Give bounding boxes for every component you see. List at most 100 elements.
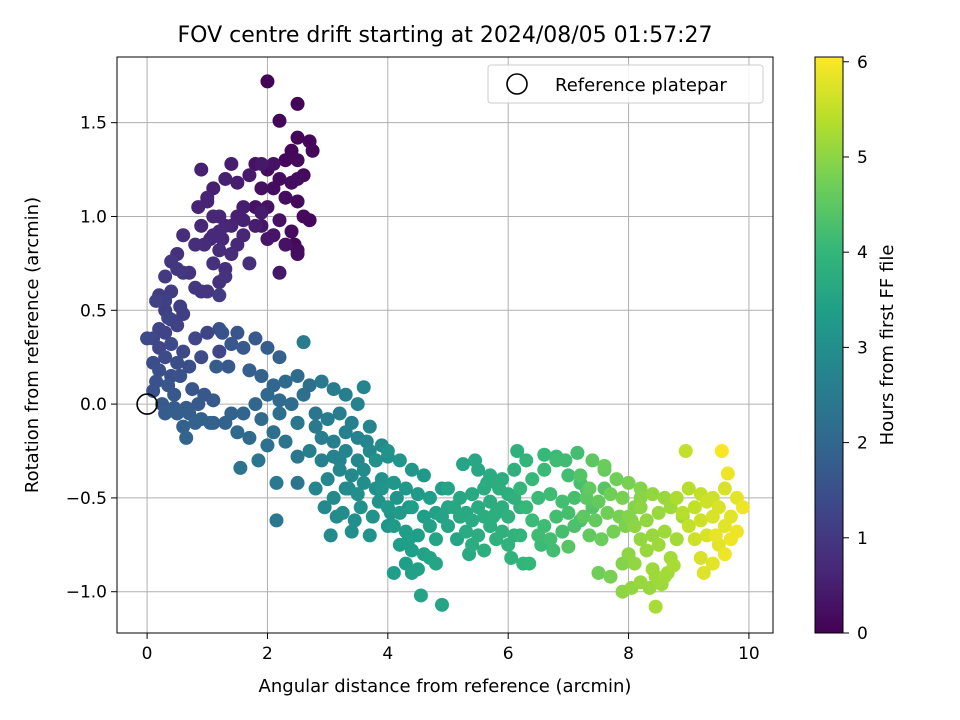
- data-point: [558, 453, 573, 468]
- data-point: [140, 331, 155, 346]
- data-point: [290, 96, 305, 111]
- data-point: [167, 387, 182, 402]
- data-point: [314, 430, 329, 445]
- data-point: [221, 359, 236, 374]
- data-point: [365, 509, 380, 524]
- data-point: [531, 490, 546, 505]
- data-point: [531, 528, 546, 543]
- data-point: [338, 425, 353, 440]
- data-point: [648, 599, 663, 614]
- data-point: [696, 565, 711, 580]
- data-point: [173, 368, 188, 383]
- data-point: [212, 243, 227, 258]
- data-point: [242, 168, 257, 183]
- data-point: [353, 500, 368, 515]
- data-point: [326, 382, 341, 397]
- data-point: [561, 539, 576, 554]
- data-point: [254, 412, 269, 427]
- data-point: [633, 532, 648, 547]
- y-axis-label: Rotation from reference (arcmin): [22, 197, 43, 493]
- data-point: [687, 500, 702, 515]
- data-point: [191, 397, 206, 412]
- data-point: [254, 181, 269, 196]
- data-point: [639, 513, 654, 528]
- data-point: [546, 543, 561, 558]
- data-point: [681, 519, 696, 534]
- data-point: [570, 445, 585, 460]
- data-point: [492, 481, 507, 496]
- data-point: [687, 532, 702, 547]
- data-point: [567, 490, 582, 505]
- colorbar-tick-label: 1: [857, 529, 868, 549]
- data-point: [269, 513, 284, 528]
- legend-open-circle-marker: [506, 73, 528, 95]
- data-point: [224, 156, 239, 171]
- data-point: [266, 156, 281, 171]
- data-point: [260, 340, 275, 355]
- y-tick-label: 0.0: [80, 395, 107, 415]
- data-point: [194, 162, 209, 177]
- data-point: [576, 509, 591, 524]
- data-point: [513, 481, 528, 496]
- data-point: [326, 434, 341, 449]
- data-point: [230, 425, 245, 440]
- data-point: [242, 256, 257, 271]
- data-point: [218, 269, 233, 284]
- data-point: [386, 475, 401, 490]
- y-tick-label: −1.0: [66, 583, 107, 603]
- y-tick-label: −0.5: [66, 489, 107, 509]
- data-point: [149, 293, 164, 308]
- data-point: [441, 519, 456, 534]
- colorbar-tick-label: 5: [857, 148, 868, 168]
- data-point: [368, 453, 383, 468]
- data-point: [519, 453, 534, 468]
- data-point: [224, 337, 239, 352]
- data-point: [537, 447, 552, 462]
- data-point: [501, 509, 516, 524]
- x-tick-label: 10: [738, 644, 760, 664]
- data-point: [468, 453, 483, 468]
- data-point: [714, 444, 729, 459]
- data-point: [651, 537, 666, 552]
- data-point: [591, 494, 606, 509]
- data-point: [278, 374, 293, 389]
- data-point: [200, 325, 215, 340]
- data-point: [173, 299, 188, 314]
- data-point: [380, 500, 395, 515]
- data-point: [555, 494, 570, 509]
- data-point: [428, 532, 443, 547]
- x-tick-label: 4: [382, 644, 393, 664]
- data-point: [212, 288, 227, 303]
- data-point: [314, 453, 329, 468]
- data-point: [525, 472, 540, 487]
- data-point: [290, 247, 305, 262]
- data-point: [621, 475, 636, 490]
- data-point: [404, 565, 419, 580]
- data-point: [603, 487, 618, 502]
- data-point: [176, 419, 191, 434]
- data-point: [603, 569, 618, 584]
- data-point: [597, 459, 612, 474]
- data-point: [209, 359, 224, 374]
- data-point: [362, 528, 377, 543]
- x-tick-label: 0: [142, 644, 153, 664]
- data-point: [645, 487, 660, 502]
- data-point: [669, 490, 684, 505]
- data-point: [615, 490, 630, 505]
- data-point: [486, 509, 501, 524]
- data-point: [413, 588, 428, 603]
- data-point: [600, 505, 615, 520]
- data-point: [356, 380, 371, 395]
- data-point: [206, 209, 221, 224]
- data-point: [675, 505, 690, 520]
- data-point: [176, 228, 191, 243]
- data-point: [639, 543, 654, 558]
- data-point: [519, 500, 534, 515]
- data-point: [335, 505, 350, 520]
- legend-label: Reference platepar: [555, 75, 727, 96]
- data-point: [456, 457, 471, 472]
- x-tick-label: 6: [503, 644, 514, 664]
- data-point: [513, 528, 528, 543]
- data-point: [194, 218, 209, 233]
- data-point: [170, 355, 185, 370]
